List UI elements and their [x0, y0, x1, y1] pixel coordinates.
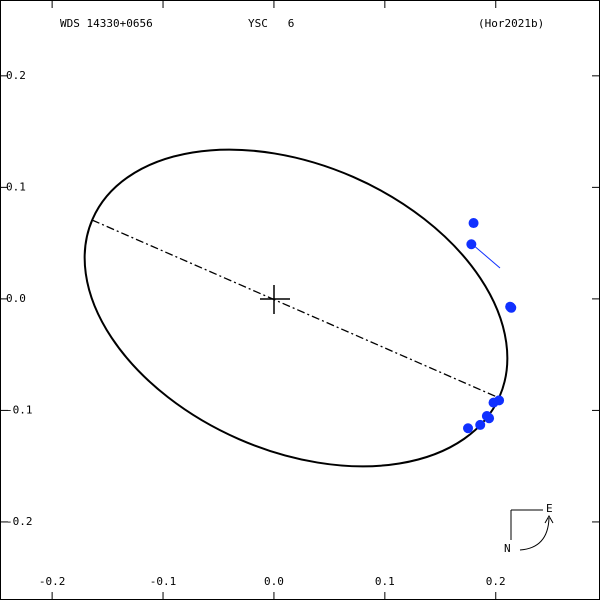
observation-point	[463, 423, 474, 434]
x-tick-label: 0.2	[486, 575, 506, 588]
observation-point	[481, 410, 492, 421]
observation-point	[475, 419, 486, 430]
x-tick-label: 0.1	[375, 575, 395, 588]
y-tick-label: -0.1	[6, 403, 33, 416]
y-tick-label: 0.0	[6, 292, 26, 305]
reference: (Hor2021b)	[478, 17, 544, 30]
observation-point	[468, 218, 479, 229]
compass-arrow	[519, 517, 550, 551]
x-tick-label: -0.2	[39, 575, 66, 588]
compass-east: E	[546, 502, 553, 515]
compass-arrowhead	[544, 514, 554, 524]
chart-subtitle: YSC 6	[248, 17, 294, 30]
y-tick-label: -0.2	[6, 515, 33, 528]
line-of-apsides	[91, 219, 498, 398]
y-tick-label: 0.2	[6, 69, 26, 82]
compass	[510, 509, 554, 551]
compass-north: N	[504, 542, 511, 555]
observation-point	[466, 239, 477, 250]
x-tick-label: -0.1	[150, 575, 177, 588]
y-tick-label: 0.1	[6, 180, 26, 193]
x-tick-label: 0.0	[264, 575, 284, 588]
observation-point	[488, 397, 499, 408]
observation-point	[505, 301, 516, 312]
residual-line	[471, 243, 501, 269]
chart-title: WDS 14330+0656	[60, 17, 153, 30]
